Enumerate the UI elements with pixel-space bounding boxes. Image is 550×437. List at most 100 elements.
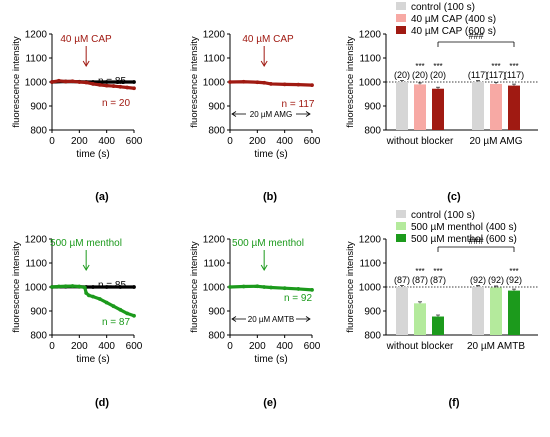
data-point: [82, 285, 87, 290]
y-tick-label: 1100: [203, 259, 225, 270]
stimulus-label: 40 µM CAP: [242, 34, 294, 45]
y-tick-label: 900: [364, 307, 381, 318]
bar: [414, 303, 426, 335]
x-axis-label: time (s): [254, 149, 287, 160]
x-tick-label: 0: [49, 136, 55, 147]
legend-label: control (100 s): [411, 210, 475, 221]
data-point: [296, 287, 301, 291]
data-point: [104, 83, 109, 88]
n-label: (117): [504, 70, 524, 80]
panel-label: (b): [263, 191, 277, 203]
comparison-significance: ###: [468, 236, 483, 246]
y-tick-label: 900: [208, 102, 225, 113]
blocker-arrow-head-right: [305, 316, 311, 322]
legend-label: 500 µM menthol (400 s): [411, 222, 517, 233]
data-point: [241, 79, 246, 84]
x-tick-label: 400: [276, 136, 293, 147]
data-point: [262, 285, 267, 289]
y-tick-label: 1200: [25, 235, 48, 246]
data-point: [241, 284, 246, 289]
y-tick-label: 1200: [203, 30, 226, 41]
x-axis-label: time (s): [76, 149, 109, 160]
data-point: [132, 313, 136, 318]
n-label: (20): [412, 70, 428, 80]
stimulus-arrow-head: [260, 60, 268, 67]
data-point: [77, 284, 82, 289]
x-axis-label: time (s): [76, 354, 109, 365]
data-point: [91, 82, 95, 86]
y-axis-label: fluorescence intensity: [345, 241, 356, 333]
data-point: [132, 285, 136, 289]
legend-swatch: [396, 222, 406, 230]
series-n-label: n = 85: [98, 76, 127, 87]
n-label: (117): [486, 70, 506, 80]
data-point: [84, 80, 89, 85]
data-point: [111, 304, 116, 309]
y-tick-label: 1000: [359, 283, 382, 294]
legend-label: 40 µM CAP (400 s): [411, 14, 496, 25]
stimulus-label: 500 µM menthol: [50, 238, 122, 249]
n-label: (87): [412, 275, 428, 285]
bar: [472, 82, 484, 130]
series-line-1: [228, 80, 314, 87]
legend-swatch: [396, 26, 406, 34]
series-n-label: n = 20: [102, 98, 131, 109]
data-point: [56, 284, 61, 289]
bar: [490, 83, 502, 130]
stimulus-label: 40 µM CAP: [60, 34, 112, 45]
y-tick-label: 1200: [25, 30, 48, 41]
legend-label: 500 µM menthol (600 s): [411, 234, 517, 245]
data-point: [228, 80, 232, 84]
bar: [490, 287, 502, 335]
blocker-label: 20 µM AMG: [250, 110, 292, 119]
data-point: [91, 285, 95, 289]
x-tick-label: 200: [249, 341, 266, 352]
x-tick-label: 200: [71, 341, 88, 352]
y-tick-label: 1200: [359, 30, 382, 41]
data-point: [269, 285, 273, 290]
data-point: [56, 78, 61, 83]
legend-label: control (100 s): [411, 2, 475, 13]
y-tick-label: 1000: [203, 78, 226, 89]
bar: [414, 84, 426, 130]
data-point: [310, 83, 314, 88]
y-tick-label: 1200: [359, 235, 382, 246]
bar: [396, 287, 408, 335]
significance-stars: ***: [509, 267, 518, 276]
data-point: [125, 311, 130, 316]
panel-label: (d): [95, 397, 109, 409]
blocker-arrow-head-left: [231, 316, 237, 322]
data-point: [97, 297, 102, 301]
y-axis-label: fluorescence intensity: [189, 36, 200, 128]
y-axis-label: fluorescence intensity: [345, 36, 356, 128]
data-point: [63, 284, 68, 289]
panel-label: (a): [95, 191, 109, 203]
data-point: [50, 80, 54, 84]
data-point: [228, 285, 232, 289]
y-tick-label: 1200: [203, 235, 226, 246]
y-tick-label: 800: [30, 126, 47, 137]
n-label: (87): [394, 275, 410, 285]
series-n-label: n = 92: [284, 293, 313, 304]
data-point: [87, 293, 91, 298]
n-label: (92): [488, 275, 504, 285]
data-point: [125, 85, 130, 90]
significance-stars: ***: [491, 62, 500, 71]
data-point: [282, 286, 287, 291]
data-point: [282, 82, 287, 87]
y-tick-label: 900: [30, 102, 47, 113]
data-point: [104, 300, 109, 305]
bar: [396, 82, 408, 130]
y-tick-label: 800: [364, 126, 381, 137]
group-label: without blocker: [386, 136, 454, 147]
x-tick-label: 0: [227, 341, 233, 352]
significance-stars: ***: [509, 62, 518, 71]
y-axis-label: fluorescence intensity: [11, 36, 22, 128]
comparison-significance: ###: [468, 31, 483, 41]
data-point: [111, 84, 116, 88]
panel-label: (e): [263, 397, 277, 409]
significance-stars: ***: [415, 267, 424, 276]
data-point: [118, 285, 123, 289]
y-axis-label: fluorescence intensity: [189, 241, 200, 333]
x-tick-label: 600: [126, 341, 143, 352]
